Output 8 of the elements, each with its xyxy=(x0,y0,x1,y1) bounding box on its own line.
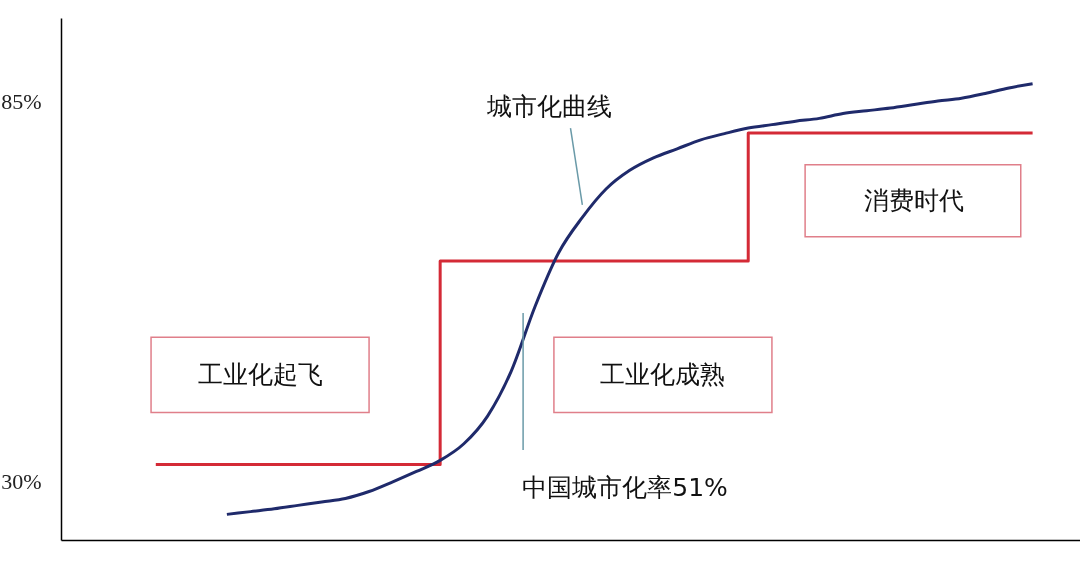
y-tick-label: 30% xyxy=(1,469,42,495)
annotation: 消费时代 xyxy=(864,185,965,215)
annotation: 工业化起飞 xyxy=(197,360,323,390)
annotation: 工业化成熟 xyxy=(600,360,726,390)
line-series xyxy=(225,82,1035,516)
annotation: 城市化曲线 xyxy=(485,92,612,122)
annotation: 中国城市化率51% xyxy=(522,473,728,503)
y-tick-label: 85% xyxy=(1,88,42,114)
